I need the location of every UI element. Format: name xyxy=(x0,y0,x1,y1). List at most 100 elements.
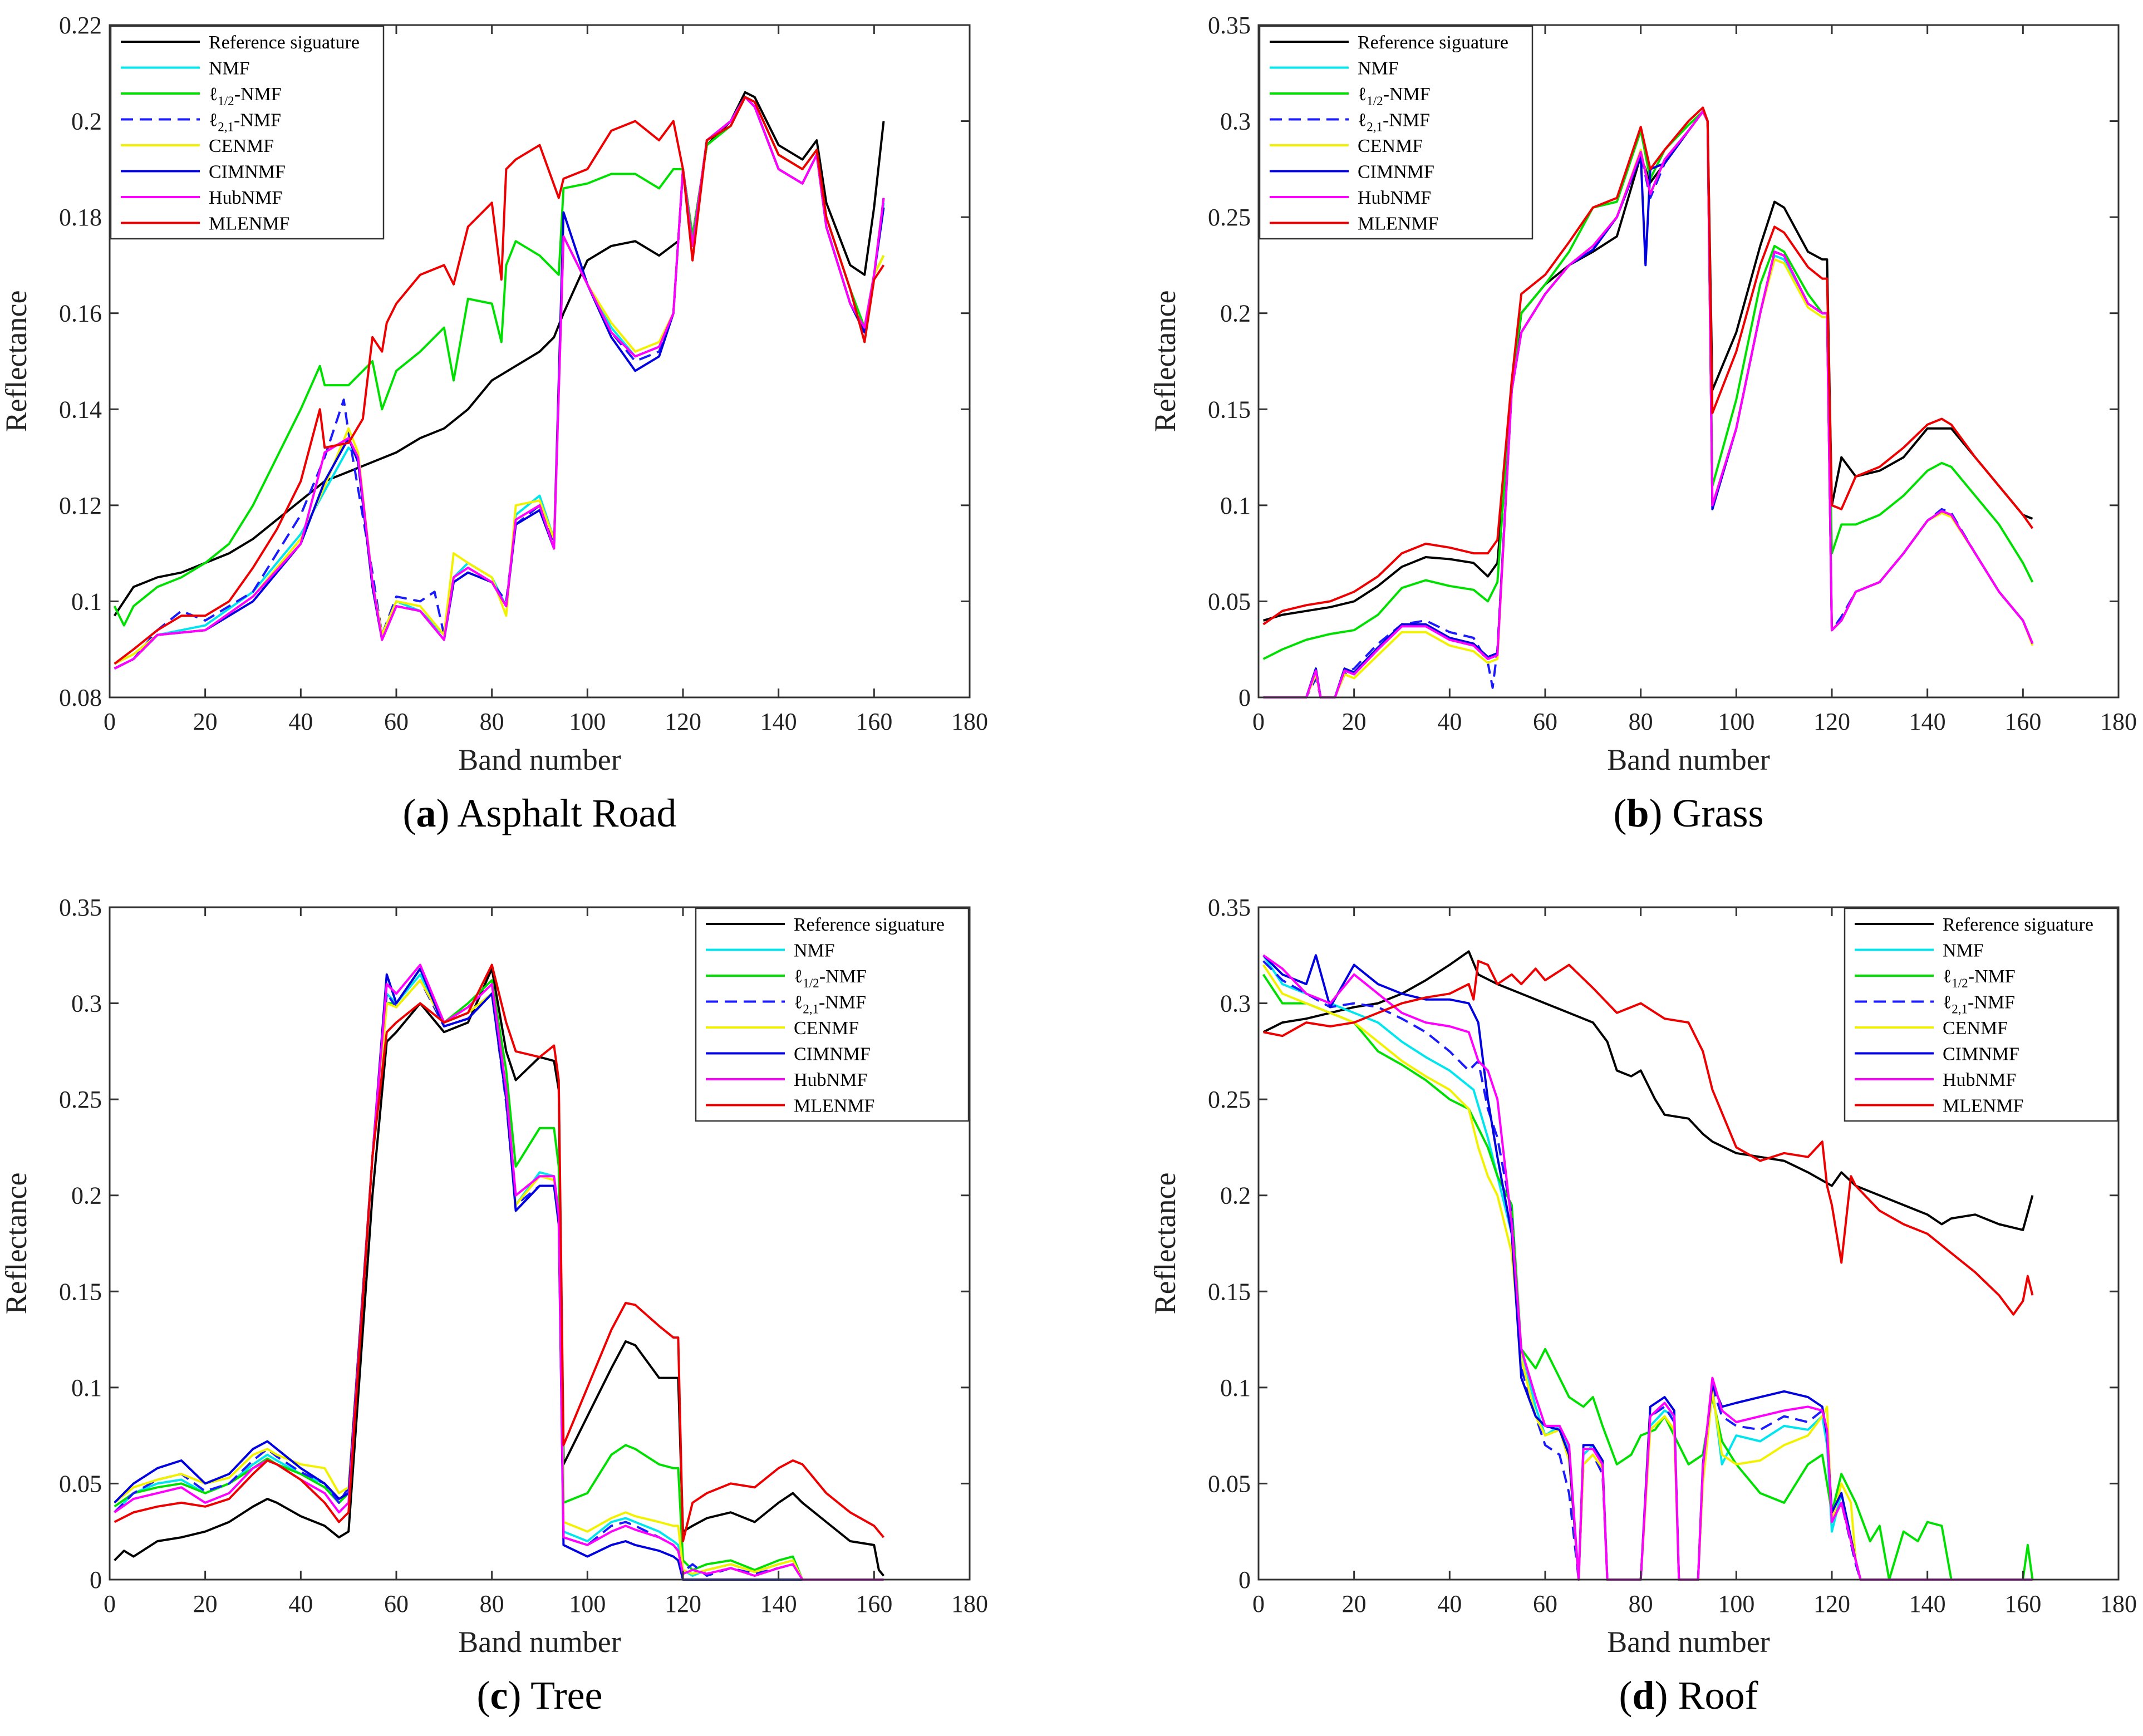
y-tick-label: 0 xyxy=(1238,1566,1251,1594)
x-tick-label: 180 xyxy=(951,708,988,735)
series-line-mlenmf xyxy=(1262,106,2034,626)
panel-caption: (a) Asphalt Road xyxy=(403,791,677,835)
caption-letter: c xyxy=(490,1673,508,1718)
y-tick-label: 0.1 xyxy=(71,1374,102,1401)
x-axis-ticks: 0 20 40 60 80 100 120 140 160 180 xyxy=(104,25,988,735)
y-tick-label: 0.22 xyxy=(59,12,102,39)
plot-frame xyxy=(1257,906,2120,1581)
x-tick-label: 80 xyxy=(480,708,504,735)
x-axis-label: Band number xyxy=(1607,743,1770,776)
x-axis-ticks: 0 20 40 60 80 100 120 140 160 180 xyxy=(104,907,988,1617)
x-tick-label: 40 xyxy=(1437,1590,1462,1617)
legend-label-cimnmf: CIMNMF xyxy=(1358,162,1434,183)
y-tick-label: 0.1 xyxy=(1220,492,1251,519)
legend-label-nmf: NMF xyxy=(1943,941,1984,961)
y-tick-label: 0.25 xyxy=(1208,1086,1251,1113)
series-line-ref xyxy=(113,91,885,617)
x-tick-label: 40 xyxy=(288,708,313,735)
x-tick-label: 60 xyxy=(1533,708,1557,735)
x-tick-label: 160 xyxy=(2004,1590,2041,1617)
y-tick-label: 0.14 xyxy=(59,396,102,423)
legend-label-l21: ℓ2,1-NMF xyxy=(209,110,281,134)
y-axis-ticks: 0 0.05 0.1 0.15 0.2 0.25 0.3 0.35 xyxy=(59,894,970,1594)
y-tick-label: 0.05 xyxy=(59,1470,102,1497)
legend-label-hubnmf: HubNMF xyxy=(794,1070,867,1090)
caption-text: Grass xyxy=(1673,791,1764,835)
x-tick-label: 20 xyxy=(1342,1590,1367,1617)
legend-label-hubnmf: HubNMF xyxy=(209,188,282,208)
y-tick-label: 0.05 xyxy=(1208,588,1251,615)
x-tick-label: 160 xyxy=(856,708,892,735)
legend-label-mlenmf: MLENMF xyxy=(1358,214,1438,234)
y-tick-label: 0.3 xyxy=(1220,108,1251,135)
x-tick-label: 80 xyxy=(1629,1590,1653,1617)
x-tick-label: 120 xyxy=(1813,1590,1850,1617)
legend-label-cimnmf: CIMNMF xyxy=(1943,1044,2019,1065)
x-tick-label: 0 xyxy=(1252,708,1265,735)
series-line-ref xyxy=(1262,950,2034,1231)
caption-text: Roof xyxy=(1678,1673,1758,1718)
legend: Reference siguature NMF ℓ1/2-NMFℓ2,1-NMFCE… xyxy=(110,25,385,240)
legend-label-l12: ℓ1/2-NMF xyxy=(1943,966,2016,990)
x-tick-label: 0 xyxy=(104,1590,116,1617)
y-axis-label: Reflectance xyxy=(0,291,33,432)
x-tick-label: 140 xyxy=(760,708,797,735)
legend: Reference siguature NMF ℓ1/2-NMFℓ2,1-NMFCE… xyxy=(1259,25,1533,240)
legend-label-ref: Reference siguature xyxy=(1358,32,1508,53)
x-tick-label: 140 xyxy=(760,1590,797,1617)
x-tick-label: 160 xyxy=(2004,708,2041,735)
caption-letter: b xyxy=(1626,791,1649,835)
caption-letter: d xyxy=(1632,1673,1654,1718)
legend-label-ref: Reference siguature xyxy=(1943,914,2093,935)
x-tick-label: 180 xyxy=(2100,708,2137,735)
legend-label-l12: ℓ1/2-NMF xyxy=(794,966,867,990)
legend-label-nmf: NMF xyxy=(1358,58,1399,79)
y-tick-label: 0.05 xyxy=(1208,1470,1251,1497)
y-tick-label: 0.2 xyxy=(71,1182,102,1209)
y-tick-label: 0.2 xyxy=(1220,300,1251,327)
legend-label-mlenmf: MLENMF xyxy=(1943,1096,2023,1117)
y-tick-label: 0.12 xyxy=(59,492,102,519)
legend-label-cenmf: CENMF xyxy=(1358,136,1423,156)
x-tick-label: 40 xyxy=(288,1590,313,1617)
series-line-l12 xyxy=(114,967,884,1581)
y-tick-label: 0.25 xyxy=(59,1086,102,1113)
x-tick-label: 0 xyxy=(104,708,116,735)
legend: Reference siguature NMF ℓ1/2-NMFℓ2,1-NMFCE… xyxy=(1844,907,2119,1122)
x-tick-label: 20 xyxy=(193,1590,218,1617)
legend-label-l21: ℓ2,1-NMF xyxy=(794,992,866,1016)
series-line-mlenmf xyxy=(114,96,885,665)
x-tick-label: 120 xyxy=(1813,708,1850,735)
legend-box xyxy=(110,25,385,240)
series-layer xyxy=(113,91,885,670)
x-tick-label: 120 xyxy=(665,1590,701,1617)
plot-frame xyxy=(1257,24,2120,699)
x-tick-label: 20 xyxy=(193,708,218,735)
y-tick-label: 0.15 xyxy=(1208,396,1251,423)
panel-caption: (b) Grass xyxy=(1614,791,1764,835)
x-tick-label: 100 xyxy=(569,1590,606,1617)
panel-b-grass: 0 0.05 0.1 0.15 0.2 0.25 0.3 0.35 0 20 40 60 80 100 1… xyxy=(1148,12,2137,835)
x-tick-label: 60 xyxy=(384,1590,409,1617)
x-tick-label: 80 xyxy=(1629,708,1653,735)
series-line-l12 xyxy=(1262,973,2034,1581)
y-tick-label: 0.16 xyxy=(59,300,102,327)
panel-caption: (c) Tree xyxy=(477,1673,603,1718)
x-tick-label: 100 xyxy=(569,708,606,735)
y-tick-label: 0.35 xyxy=(59,894,102,921)
x-tick-label: 180 xyxy=(951,1590,988,1617)
series-line-l12 xyxy=(1262,110,2034,660)
x-tick-label: 140 xyxy=(1909,1590,1946,1617)
legend-label-hubnmf: HubNMF xyxy=(1358,188,1431,208)
x-axis-ticks: 0 20 40 60 80 100 120 140 160 180 xyxy=(1252,907,2137,1617)
legend-box xyxy=(695,907,970,1122)
legend-label-ref: Reference siguature xyxy=(209,32,360,53)
legend-label-cenmf: CENMF xyxy=(209,136,274,156)
x-tick-label: 180 xyxy=(2100,1590,2137,1617)
legend-label-cimnmf: CIMNMF xyxy=(794,1044,871,1065)
y-tick-label: 0.15 xyxy=(1208,1278,1251,1305)
legend-label-ref: Reference siguature xyxy=(794,914,945,935)
x-tick-label: 0 xyxy=(1252,1590,1265,1617)
y-tick-label: 0.15 xyxy=(59,1278,102,1305)
